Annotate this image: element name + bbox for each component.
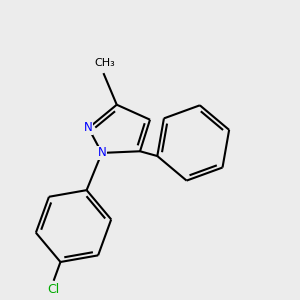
Text: CH₃: CH₃: [95, 58, 116, 68]
Text: Cl: Cl: [47, 284, 60, 296]
Text: N: N: [84, 122, 93, 134]
Text: N: N: [98, 146, 106, 159]
